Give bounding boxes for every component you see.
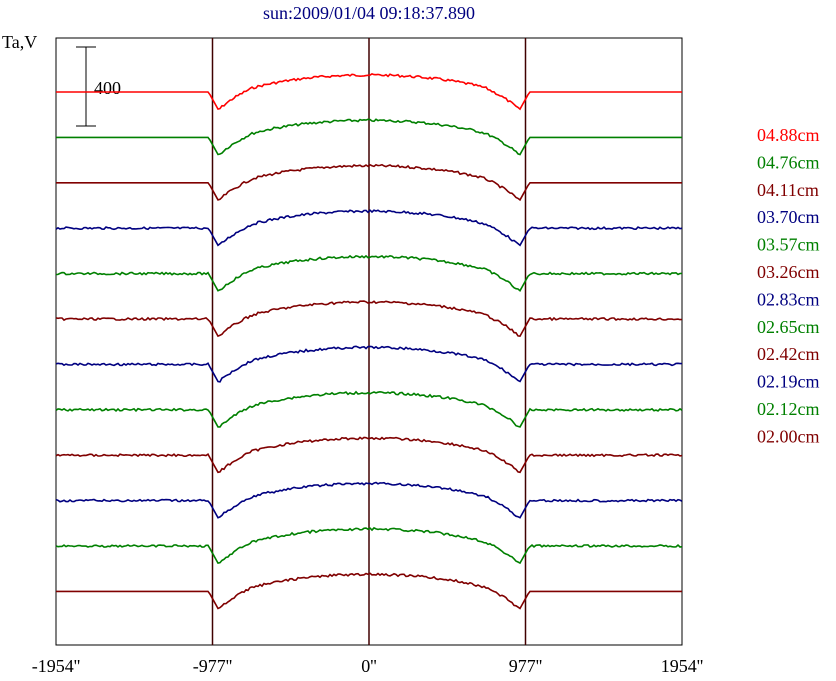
chart-title: sun:2009/01/04 09:18:37.890 <box>263 3 475 23</box>
series-line-02.00cm <box>56 572 682 610</box>
legend: 04.88cm 04.76cm 04.11cm 03.70cm 03.57cm 03.26… <box>757 125 820 446</box>
y-axis-label: Ta,V <box>2 32 37 52</box>
legend-entry: 04.88cm <box>757 125 820 145</box>
series-line-04.76cm <box>56 118 682 156</box>
series-curves <box>55 73 683 610</box>
legend-entry: 04.76cm <box>757 152 820 172</box>
series-line-03.57cm <box>55 254 683 292</box>
x-tick-labels: -1954'' -977'' 0'' 977'' 1954'' <box>32 656 703 676</box>
legend-entry: 02.12cm <box>757 399 820 419</box>
scale-bar <box>76 46 96 127</box>
series-line-02.12cm <box>55 526 683 565</box>
legend-entry: 02.42cm <box>757 344 820 364</box>
series-line-02.65cm <box>55 390 683 428</box>
scale-bar-label: 400 <box>94 78 121 98</box>
legend-entry: 02.83cm <box>757 289 820 309</box>
legend-entry: 04.11cm <box>757 180 819 200</box>
series-line-02.83cm <box>55 345 682 383</box>
x-tick-label: -1954'' <box>32 656 80 676</box>
x-tick-label: 0'' <box>361 656 377 676</box>
vertical-reference-lines <box>211 38 527 645</box>
x-tick-label: 1954'' <box>661 656 704 676</box>
legend-entry: 02.19cm <box>757 372 820 392</box>
legend-entry: 02.00cm <box>757 426 820 446</box>
series-line-04.11cm <box>56 163 682 202</box>
series-line-02.42cm <box>55 436 683 474</box>
x-tick-label: 977'' <box>509 656 543 676</box>
x-tick-label: -977'' <box>193 656 232 676</box>
legend-entry: 03.57cm <box>757 235 820 255</box>
series-line-03.26cm <box>55 300 683 338</box>
series-line-03.70cm <box>55 209 683 247</box>
legend-entry: 03.26cm <box>757 262 820 282</box>
series-line-04.88cm <box>56 73 682 111</box>
legend-entry: 02.65cm <box>757 317 820 337</box>
legend-entry: 03.70cm <box>757 207 820 227</box>
series-line-02.19cm <box>55 481 683 519</box>
